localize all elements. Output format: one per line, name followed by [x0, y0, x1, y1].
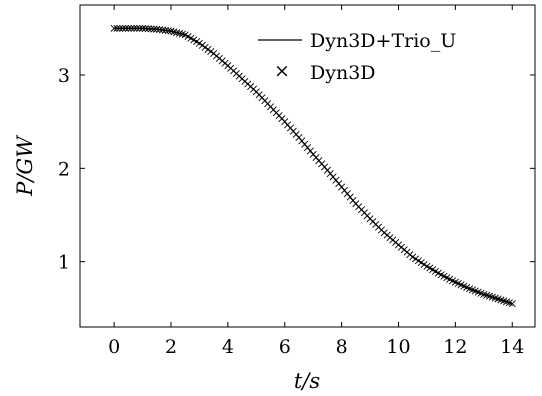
series-marker-9: [136, 24, 144, 32]
series-marker-12: [144, 25, 152, 33]
x-tick-label-6: 12: [443, 336, 467, 358]
y-tick-label-1: 2: [58, 158, 70, 180]
x-tick-label-5: 10: [386, 336, 410, 358]
series-layer: [110, 24, 516, 308]
series-marker-18: [161, 26, 169, 34]
series-marker-17: [158, 26, 166, 34]
series-marker-15: [153, 25, 161, 33]
series-marker-4: [121, 24, 130, 32]
legend-entry-0: Dyn3D+Trio_U: [310, 30, 456, 52]
x-tick-label-7: 14: [500, 336, 524, 358]
series-marker-21: [170, 28, 178, 36]
legend-entry-1: Dyn3D: [310, 62, 376, 84]
legend: Dyn3D+Trio_U × Dyn3D: [258, 30, 456, 84]
legend-marker-swatch: ×: [274, 60, 290, 82]
x-tick-label-1: 2: [165, 336, 177, 358]
x-tick-label-2: 4: [222, 336, 234, 358]
y-tick-label-0: 1: [58, 252, 70, 274]
series-marker-16: [156, 26, 164, 34]
series-marker-6: [127, 24, 135, 32]
series-marker-24: [178, 30, 186, 38]
y-axis-ticks: 1 2 3: [58, 65, 535, 274]
series-marker-13: [147, 25, 155, 33]
series-marker-8: [133, 24, 141, 32]
y-tick-label-2: 3: [58, 65, 70, 87]
series-marker-10: [139, 24, 147, 32]
series-marker-1: [113, 24, 121, 32]
x-axis-ticks: 0 2 4 6 8 10 12 14: [108, 5, 524, 358]
x-axis-label: t/s: [294, 369, 321, 393]
plot-frame: [79, 4, 536, 328]
series-marker-3: [119, 24, 127, 32]
series-marker-23: [176, 29, 184, 37]
series-marker-22: [173, 29, 181, 37]
x-tick-label-0: 0: [108, 336, 120, 358]
series-marker-20: [167, 27, 175, 35]
series-marker-11: [141, 25, 149, 33]
series-marker-19: [164, 27, 172, 35]
x-tick-label-4: 8: [336, 336, 348, 358]
x-tick-label-3: 6: [279, 336, 291, 358]
series-marker-7: [130, 24, 138, 32]
series-marker-5: [124, 24, 132, 32]
y-axis-label: P/GW: [13, 134, 37, 197]
series-marker-140: [508, 300, 516, 308]
series-marker-2: [116, 24, 124, 32]
series-marker-0: [110, 24, 118, 32]
series-marker-14: [150, 25, 158, 33]
